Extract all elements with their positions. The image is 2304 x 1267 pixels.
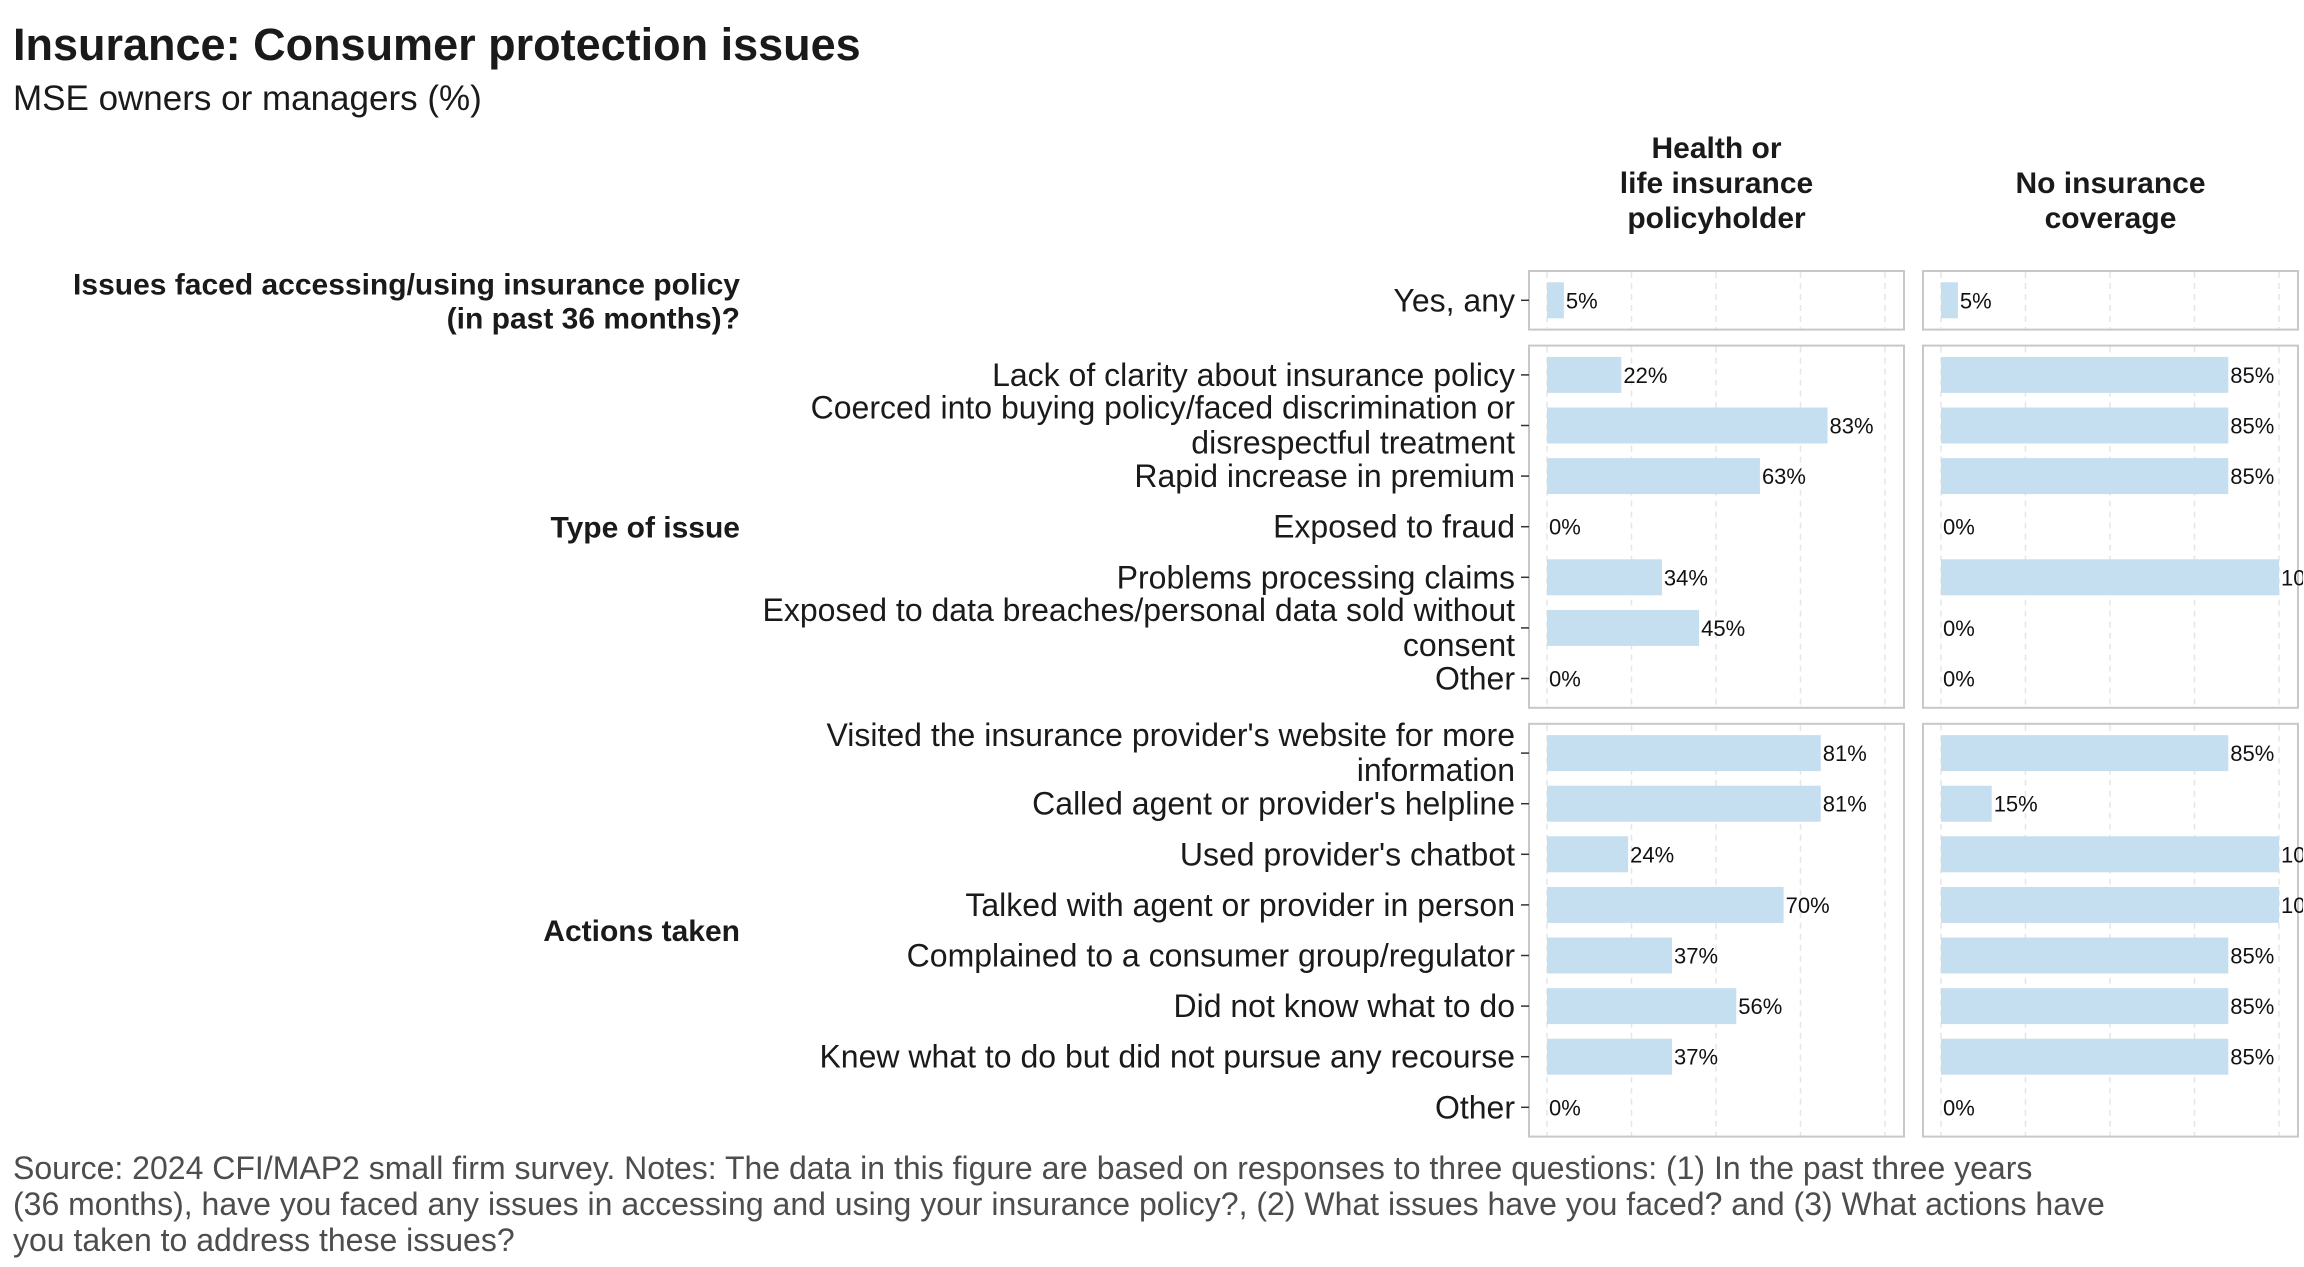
category-label: Exposed to fraud [1273,509,1515,545]
data-label: 81% [1823,792,1867,817]
panel: 5% [1528,270,1905,331]
bar [1547,937,1673,974]
group-labels: Issues faced accessing/using insurance p… [73,268,740,948]
bar [1941,785,1992,822]
data-label: 85% [2230,741,2274,766]
data-label: 100% [2281,565,2304,590]
data-label: 0% [1549,667,1581,692]
data-label: 85% [2230,1045,2274,1070]
data-label: 24% [1630,842,1674,867]
caption-line: you taken to address these issues? [13,1222,515,1258]
data-label: 100% [2281,893,2304,918]
bar [1941,356,2229,393]
bar [1547,785,1821,822]
bar [1547,559,1662,596]
category-labels: Yes, any Lack of clarity about insurance … [763,282,1529,1125]
data-label: 63% [1762,464,1806,489]
caption: Source: 2024 CFI/MAP2 small firm survey.… [13,1150,2105,1258]
data-label: 70% [1786,893,1830,918]
data-label: 0% [1549,1095,1581,1120]
bar [1547,356,1622,393]
bar [1941,937,2229,974]
category-label: Coerced into buying policy/faced discrim… [811,390,1516,461]
category-label: Complained to a consumer group/regulator [907,938,1516,974]
chart-panels: 5% 5% 22% 83% 63% 0% 34% 45% 0% 85% 85% 85% 0% 10 0% 0%… [1528,270,2304,1138]
category-label: Problems processing claims [1117,559,1515,595]
bar [1941,988,2229,1025]
panel-border [1922,344,2299,709]
data-label: 85% [2230,414,2274,439]
data-label: 5% [1566,288,1598,313]
data-label: 37% [1674,944,1718,969]
data-label: 81% [1823,741,1867,766]
column-header: No insurance coverage [2015,167,2205,235]
column-headers: Health or life insurance policyholder No in… [1620,132,2206,235]
group-label: Actions taken [543,915,740,948]
bar [1547,1038,1673,1075]
panel: 85% 15% 100% 100% 85% 85% 85% 0% [1922,722,2304,1138]
bar [1941,282,1958,319]
group-label: Type of issue [551,512,741,545]
bar [1547,886,1784,923]
category-label: Other [1435,661,1515,697]
category-label: Yes, any [1393,282,1515,318]
group-label: Issues faced accessing/using insurance p… [73,268,740,335]
panel: 85% 85% 85% 0% 100% 0% 0% [1922,344,2304,709]
category-label: Knew what to do but did not pursue any r… [819,1039,1515,1075]
bar [1941,886,2279,923]
data-label: 100% [2281,842,2304,867]
bar [1547,988,1737,1025]
category-label: Used provider's chatbot [1180,836,1515,872]
bar [1941,458,2229,495]
panel: 81% 81% 24% 70% 37% 56% 37% 0% [1528,722,1905,1138]
category-label: Called agent or provider's helpline [1032,786,1515,822]
data-label: 85% [2230,944,2274,969]
data-label: 85% [2230,363,2274,388]
data-label: 5% [1960,288,1992,313]
caption-line: (36 months), have you faced any issues i… [13,1186,2105,1222]
panel: 22% 83% 63% 0% 34% 45% 0% [1528,344,1905,709]
data-label: 45% [1701,616,1745,641]
data-label: 0% [1943,616,1975,641]
data-label: 15% [1994,792,2038,817]
panel: 5% [1922,270,2299,331]
category-label: Visited the insurance provider's website… [826,717,1515,788]
bar [1547,407,1828,444]
panel-border [1922,722,2299,1138]
bar [1941,735,2229,772]
chart-title: Insurance: Consumer protection issues [13,19,861,70]
category-label: Talked with agent or provider in person [965,887,1515,923]
bar [1547,836,1629,873]
bar [1547,735,1821,772]
data-label: 34% [1664,565,1708,590]
bar [1941,836,2279,873]
category-label: Rapid increase in premium [1134,458,1515,494]
data-label: 22% [1623,363,1667,388]
category-label: Lack of clarity about insurance policy [992,357,1515,393]
panel-border [1922,270,2299,331]
chart-subtitle: MSE owners or managers (%) [13,79,482,118]
bar [1547,458,1760,495]
data-label: 85% [2230,994,2274,1019]
data-label: 0% [1549,515,1581,540]
category-label: Exposed to data breaches/personal data s… [763,592,1516,663]
panel-border [1528,722,1905,1138]
column-header: Health or life insurance policyholder [1620,132,1813,235]
data-label: 56% [1738,994,1782,1019]
category-label: Other [1435,1089,1515,1125]
caption-line: Source: 2024 CFI/MAP2 small firm survey.… [13,1150,2032,1186]
bar [1941,1038,2229,1075]
bar [1547,282,1564,319]
data-label: 0% [1943,515,1975,540]
bar [1941,559,2279,596]
data-label: 85% [2230,464,2274,489]
data-label: 0% [1943,667,1975,692]
data-label: 37% [1674,1045,1718,1070]
bar [1547,609,1700,646]
bar [1941,407,2229,444]
data-label: 0% [1943,1095,1975,1120]
data-label: 83% [1830,414,1874,439]
category-label: Did not know what to do [1173,988,1515,1024]
